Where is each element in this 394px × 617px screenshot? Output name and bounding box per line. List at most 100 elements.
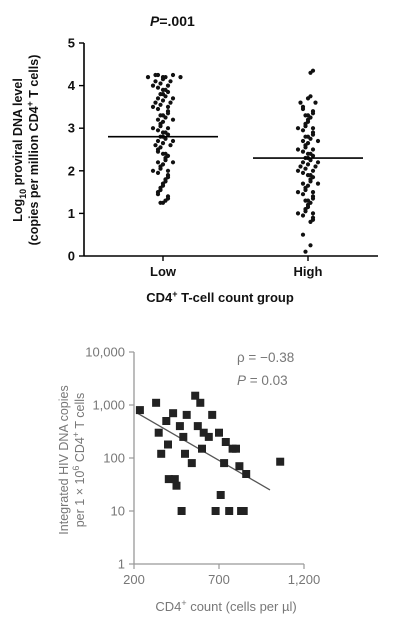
y-tick-label: 10 [111, 504, 125, 519]
x-tick-label: 1,200 [288, 572, 321, 587]
y-axis-label-line1: Log10 proviral DNA level [11, 78, 28, 222]
data-point [300, 213, 306, 218]
x-tick-label: 700 [208, 572, 230, 587]
x-axis-label: CD4+ count (cells per µl) [155, 598, 296, 614]
data-point [150, 104, 156, 109]
y-axis-label-line2: (copies per million CD4+ T cells) [25, 55, 41, 246]
data-point [310, 211, 316, 216]
data-point [165, 168, 171, 173]
data-point [308, 158, 313, 163]
data-point [303, 187, 308, 193]
data-point [160, 200, 166, 205]
data-point [170, 475, 179, 484]
data-point [310, 190, 316, 195]
data-point [154, 428, 163, 437]
data-point [150, 126, 156, 131]
data-point [179, 432, 188, 441]
data-point [155, 117, 161, 122]
data-points [135, 391, 285, 515]
data-point [163, 136, 168, 141]
data-point [170, 72, 176, 78]
y-tick-label: 2 [68, 163, 75, 178]
data-point [315, 138, 321, 144]
data-point [164, 440, 172, 449]
data-point [181, 449, 189, 458]
data-point [298, 100, 303, 105]
data-point [168, 143, 173, 148]
data-point [155, 72, 161, 78]
data-point [305, 162, 311, 167]
rho-annotation: ρ = −0.38 [237, 350, 294, 365]
data-point [175, 422, 184, 431]
data-point [155, 192, 161, 197]
y-ticks: 1 10 100 1,000 10,000 [85, 345, 134, 572]
data-point [204, 432, 213, 441]
data-point [169, 409, 178, 418]
data-point [155, 138, 161, 144]
data-point [153, 143, 158, 148]
data-point [165, 126, 171, 131]
data-point [198, 444, 206, 453]
data-point [303, 249, 308, 254]
y-tick-label: 0 [68, 249, 75, 264]
data-point [303, 209, 308, 214]
category-label: High [294, 264, 323, 279]
data-point [208, 410, 217, 419]
data-point [170, 160, 176, 165]
y-tick-label: 1,000 [92, 398, 125, 413]
x-axis-label: CD4+ T-cell count group [146, 289, 294, 305]
data-point [163, 94, 168, 99]
data-point [168, 100, 173, 105]
data-point [155, 149, 161, 154]
data-point [152, 398, 161, 407]
data-point [145, 75, 151, 80]
p-value-annotation: P=.001 [150, 13, 195, 29]
category-label: Low [150, 264, 177, 279]
data-point [216, 491, 225, 499]
data-point [215, 428, 223, 437]
y-tick-label: 100 [103, 451, 125, 466]
y-tick-label: 1 [118, 557, 125, 572]
data-point [157, 449, 166, 458]
data-point [187, 459, 196, 468]
data-point [300, 149, 306, 154]
data-point [300, 128, 306, 133]
data-point [160, 141, 166, 146]
data-point [310, 111, 316, 116]
data-point [303, 166, 308, 171]
data-point [310, 153, 316, 158]
data-point [313, 164, 318, 169]
data-point [165, 89, 171, 95]
data-point [225, 507, 234, 515]
data-point [155, 170, 161, 175]
data-point [155, 85, 161, 90]
data-point [298, 164, 303, 169]
data-point [155, 128, 161, 133]
data-point [239, 507, 248, 515]
data-point [310, 132, 316, 137]
data-point [242, 470, 251, 478]
data-point [305, 96, 311, 101]
data-point [295, 211, 301, 216]
y-tick-label: 1 [68, 206, 75, 221]
data-point [168, 79, 173, 84]
data-point [160, 98, 166, 103]
x-tick-label: 200 [123, 572, 145, 587]
data-point [220, 459, 229, 468]
data-point [300, 106, 306, 112]
x-ticks: 200 700 1,200 [123, 564, 320, 587]
dot-plot-chart: P=.001 Log10 proviral DNA level (copies … [11, 13, 378, 305]
data-point [310, 126, 316, 131]
data-point [158, 102, 163, 107]
data-point [150, 168, 156, 173]
data-point [232, 444, 240, 453]
data-point [295, 126, 301, 131]
data-point [160, 77, 166, 82]
data-point [310, 147, 316, 152]
data-point [153, 79, 158, 84]
data-point [315, 181, 321, 186]
data-point [300, 192, 306, 197]
data-point [315, 160, 321, 165]
data-points [145, 68, 321, 254]
